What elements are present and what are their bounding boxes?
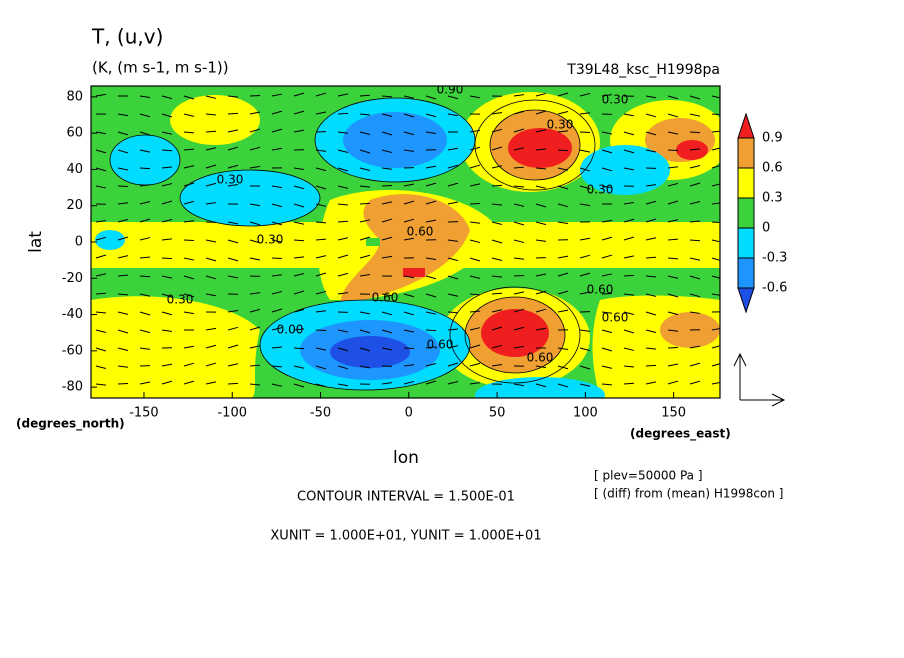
colorbar-box — [738, 138, 754, 168]
contour-label: 0.60 — [587, 283, 614, 297]
wind-vector — [470, 203, 480, 204]
x-tick-label: -50 — [310, 406, 331, 421]
y-tick-label: -20 — [62, 271, 83, 286]
y-tick-label: -40 — [62, 307, 83, 322]
colorbar-extend — [738, 288, 754, 312]
wind-vector — [492, 185, 502, 186]
wind-vector — [646, 365, 656, 366]
colorbar-label: 0 — [762, 221, 770, 236]
field-region — [343, 112, 447, 168]
field-region — [508, 128, 572, 168]
contour-label: 0.00 — [277, 323, 304, 337]
y-tick-label: -80 — [62, 380, 83, 395]
reference-vector — [734, 354, 784, 406]
wind-vector — [558, 150, 568, 151]
wind-vector — [228, 383, 238, 384]
wind-vector — [162, 258, 172, 259]
colorbar-label: 0.6 — [762, 161, 783, 176]
footer: CONTOUR INTERVAL = 1.500E-01 — [297, 490, 515, 505]
chart-subtitle: (K, (m s-1, m s-1)) — [92, 59, 229, 77]
contour-label: 0.60 — [407, 225, 434, 239]
wind-vector — [294, 240, 304, 241]
contour-label: 0.30 — [602, 93, 629, 107]
colorbar-box — [738, 168, 754, 198]
wind-vector — [140, 168, 150, 169]
wind-vector — [580, 132, 590, 133]
wind-vector — [426, 330, 436, 331]
contour-label: 0.30 — [217, 173, 244, 187]
footer: XUNIT = 1.000E+01, YUNIT = 1.000E+01 — [270, 529, 541, 544]
contour-label: 0.60 — [527, 351, 554, 365]
y-tick-label: 40 — [66, 162, 83, 177]
note: [ (diff) from (mean) H1998con ] — [594, 487, 783, 501]
y-tick-label: 0 — [75, 235, 83, 250]
wind-vector — [690, 132, 700, 133]
contour-label: 0.60 — [372, 291, 399, 305]
colorbar-box — [738, 258, 754, 288]
field-region — [170, 95, 260, 145]
y-tick-label: -60 — [62, 343, 83, 358]
contour-label: 0.30 — [167, 293, 194, 307]
x-tick-label: 100 — [573, 406, 598, 421]
contour-label: 0.30 — [547, 118, 574, 132]
y-tick-label: 20 — [66, 198, 83, 213]
colorbar-label: 0.3 — [762, 191, 783, 206]
x-tick-label: -100 — [217, 406, 247, 421]
field-region — [366, 238, 380, 246]
contour-label: 0.60 — [602, 311, 629, 325]
wind-vector — [492, 293, 502, 294]
contour-label: 0.30 — [257, 233, 284, 247]
field-region — [95, 230, 125, 250]
x-tick-label: -150 — [129, 406, 159, 421]
contour-label: 0.90 — [437, 83, 464, 97]
field-region — [403, 268, 425, 277]
colorbar-extend — [738, 114, 754, 138]
x-tick-label: 0 — [405, 406, 413, 421]
y-tick-label: 80 — [66, 89, 83, 104]
colorbar-label: 0.9 — [762, 131, 783, 146]
colorbar-box — [738, 228, 754, 258]
colorbar-label: -0.3 — [762, 251, 787, 266]
contour-label: 0.30 — [587, 183, 614, 197]
field: 0.90 0.30 0.30 0.30 0.60 0.30 0.60 0.60 0.30 0.60… — [91, 83, 730, 414]
x-tick-label: 50 — [489, 406, 506, 421]
y-tick-label: 60 — [66, 126, 83, 141]
chart-title: T, (u,v) — [91, 25, 163, 49]
x-axis-label: lon — [393, 448, 419, 468]
wind-vector — [228, 113, 238, 114]
colorbar-box — [738, 198, 754, 228]
y-units: (degrees_north) — [16, 417, 125, 432]
colorbar-label: -0.6 — [762, 281, 787, 296]
wind-vector — [514, 275, 524, 276]
contour-label: 0.60 — [427, 338, 454, 352]
wind-vector — [624, 275, 634, 276]
wind-vector — [316, 330, 326, 331]
y-axis-label: lat — [26, 231, 46, 253]
wind-vector — [272, 258, 282, 259]
note: [ plev=50000 Pa ] — [594, 469, 703, 483]
wind-vector — [360, 203, 370, 204]
x-tick-label: 150 — [661, 406, 686, 421]
run-label: T39L48_ksc_H1998pa — [566, 62, 720, 78]
field-region — [330, 336, 410, 368]
wind-vector — [294, 348, 304, 349]
x-units: (degrees_east) — [630, 427, 731, 442]
wind-vector — [338, 113, 348, 114]
